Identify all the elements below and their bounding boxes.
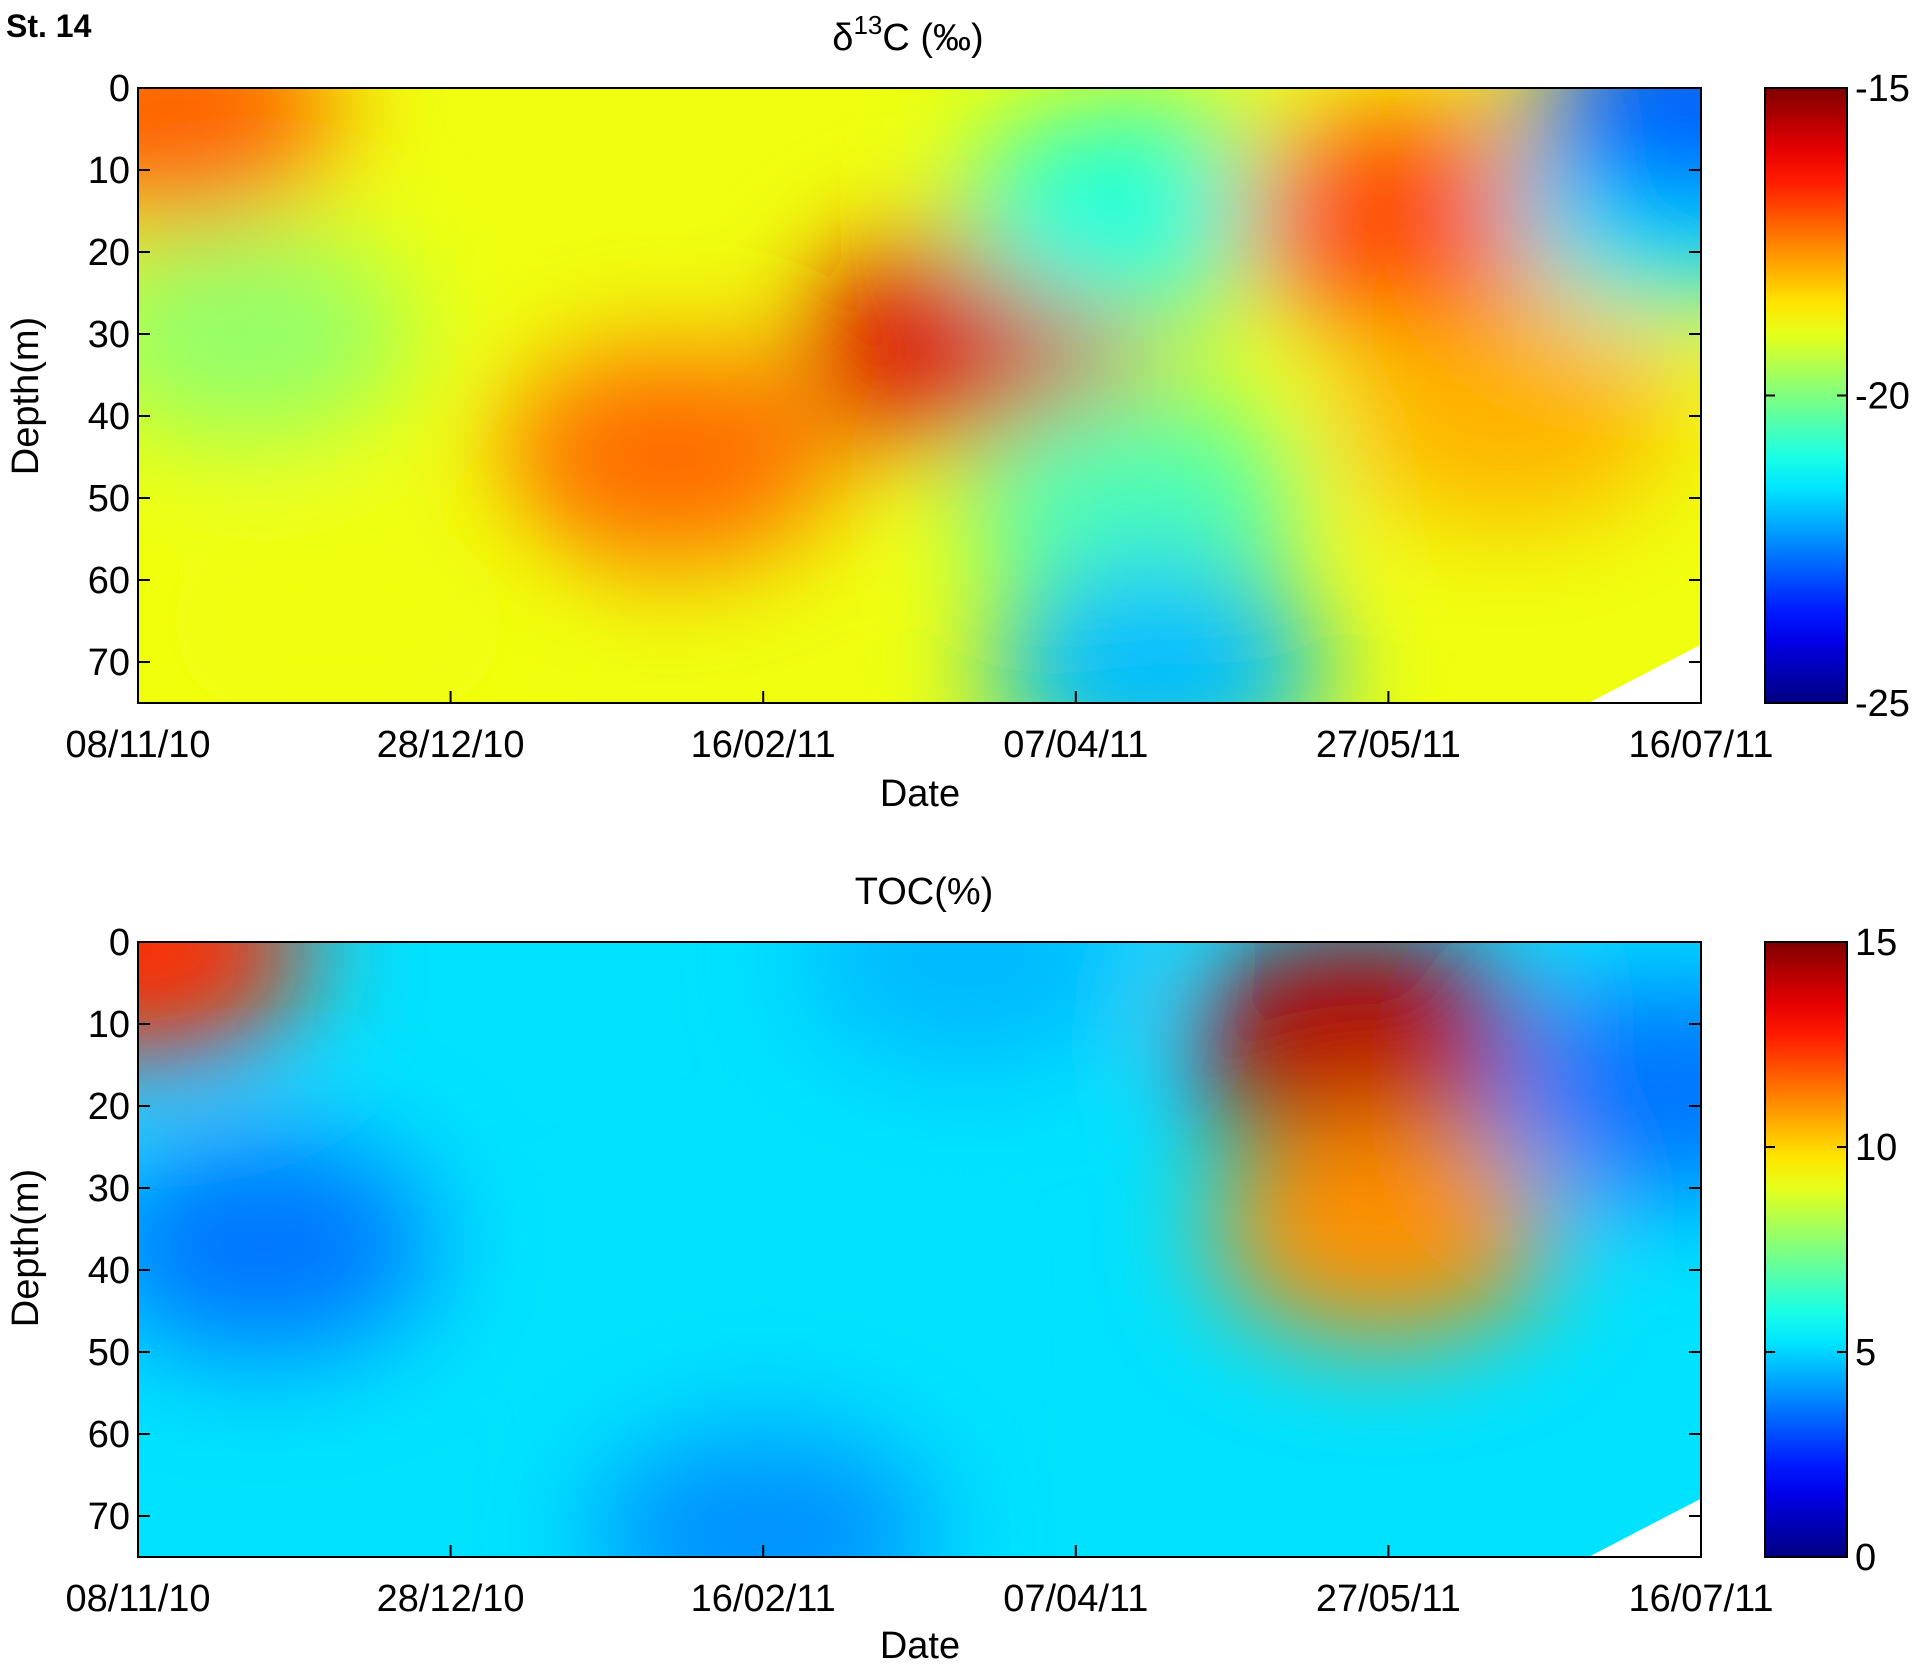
- x-tick-label: 07/04/11: [1003, 724, 1148, 766]
- contour-plot-area: [137, 87, 1702, 704]
- x-tick-label: 16/02/11: [691, 1578, 836, 1620]
- plot-frame: [137, 87, 1702, 704]
- colorbar-tick-label: -15: [1855, 68, 1910, 110]
- panel-title: TOC(%): [855, 871, 994, 913]
- colorbar-gradient: [1764, 941, 1848, 1558]
- x-tick-label: 27/05/11: [1316, 724, 1461, 766]
- x-tick-label: 27/05/11: [1316, 1578, 1461, 1620]
- colorbar-tick-label: 10: [1855, 1127, 1897, 1169]
- y-axis-ticks: 0 10 20 30 40 50 60 70: [88, 922, 1701, 1538]
- contour-blob: [138, 224, 415, 444]
- y-axis-ticks: 0 10 20 30 40 50 60 70: [88, 68, 1701, 684]
- x-tick-label: 28/12/10: [377, 724, 525, 766]
- contour-blob: [1493, 979, 1701, 1200]
- x-tick-label: 16/07/11: [1628, 1578, 1773, 1620]
- y-tick-label: 10: [88, 1004, 130, 1046]
- x-tick-label: 16/07/11: [1628, 724, 1773, 766]
- y-tick-label: 40: [88, 396, 130, 438]
- y-tick-label: 70: [88, 642, 130, 684]
- contour-blob: [1212, 1119, 1553, 1339]
- panel-title: δ13C (‰): [832, 10, 983, 59]
- y-tick-label: 20: [88, 1086, 130, 1128]
- x-axis-ticks: 08/11/10 28/12/10 16/02/11 07/04/11 27/05/11…: [65, 1545, 1774, 1620]
- y-tick-label: 30: [88, 1168, 130, 1210]
- contour-blob: [962, 101, 1303, 321]
- contour-blob: [987, 560, 1328, 703]
- contour-blob: [1531, 88, 1701, 215]
- x-tick-label: 08/11/10: [65, 1578, 210, 1620]
- y-tick-label: 20: [88, 232, 130, 274]
- colorbar-tick-label: 15: [1855, 922, 1897, 964]
- contour-blob: [1187, 942, 1528, 1151]
- x-tick-label: 28/12/10: [377, 1578, 525, 1620]
- contour-blob: [1337, 306, 1678, 526]
- contour-blob: [799, 942, 1140, 1069]
- colorbar-tick-label: 0: [1855, 1537, 1876, 1579]
- contour-blob: [168, 511, 509, 703]
- no-data-wedge: [1588, 644, 1701, 703]
- y-tick-label: 0: [109, 922, 130, 964]
- colorbar-tick-label: 5: [1855, 1332, 1876, 1374]
- panel-toc: TOC(%) 08/11/10 28/12/10 16/02/11 07/04/11 2…: [5, 871, 1897, 1664]
- y-axis-label: Depth(m): [5, 1169, 47, 1327]
- x-tick-label: 07/04/11: [1003, 1578, 1148, 1620]
- x-tick-label: 16/02/11: [691, 724, 836, 766]
- y-tick-label: 60: [88, 1414, 130, 1456]
- contour-blob: [499, 347, 840, 567]
- station-label: St. 14: [6, 8, 92, 44]
- colorbar: -15 -20 -25: [1764, 68, 1910, 725]
- panel-delta13c: δ13C (‰) 08/11/10 28/12/10 16/02/11 07/04/1…: [5, 10, 1910, 815]
- no-data-wedge: [1588, 1498, 1701, 1557]
- y-tick-label: 60: [88, 560, 130, 602]
- y-tick-label: 10: [88, 150, 130, 192]
- colorbar: 15 10 5 0: [1764, 922, 1897, 1579]
- contour-blob: [138, 942, 308, 1061]
- colorbar-gradient: [1764, 87, 1848, 704]
- colorbar-tick-label: -25: [1855, 683, 1910, 725]
- contour-blob: [593, 1422, 934, 1557]
- contour-plot-area: [137, 941, 1702, 1558]
- y-axis-label: Depth(m): [5, 317, 47, 475]
- y-tick-label: 0: [109, 68, 130, 110]
- y-tick-label: 70: [88, 1496, 130, 1538]
- y-tick-label: 50: [88, 478, 130, 520]
- y-tick-label: 30: [88, 314, 130, 356]
- x-axis-label: Date: [880, 1625, 960, 1664]
- contour-blob: [1237, 109, 1578, 330]
- contour-blob: [962, 388, 1303, 608]
- plot-frame: [137, 941, 1702, 1558]
- contour-blob: [138, 1135, 433, 1356]
- x-axis-label: Date: [880, 773, 960, 815]
- colorbar-tick-label: -20: [1855, 376, 1910, 418]
- contour-blob: [138, 88, 340, 223]
- x-tick-label: 08/11/10: [65, 724, 210, 766]
- contour-blob: [593, 1201, 934, 1421]
- y-tick-label: 50: [88, 1332, 130, 1374]
- x-axis-ticks: 08/11/10 28/12/10 16/02/11 07/04/11 27/05/11…: [65, 691, 1774, 766]
- y-tick-label: 40: [88, 1250, 130, 1292]
